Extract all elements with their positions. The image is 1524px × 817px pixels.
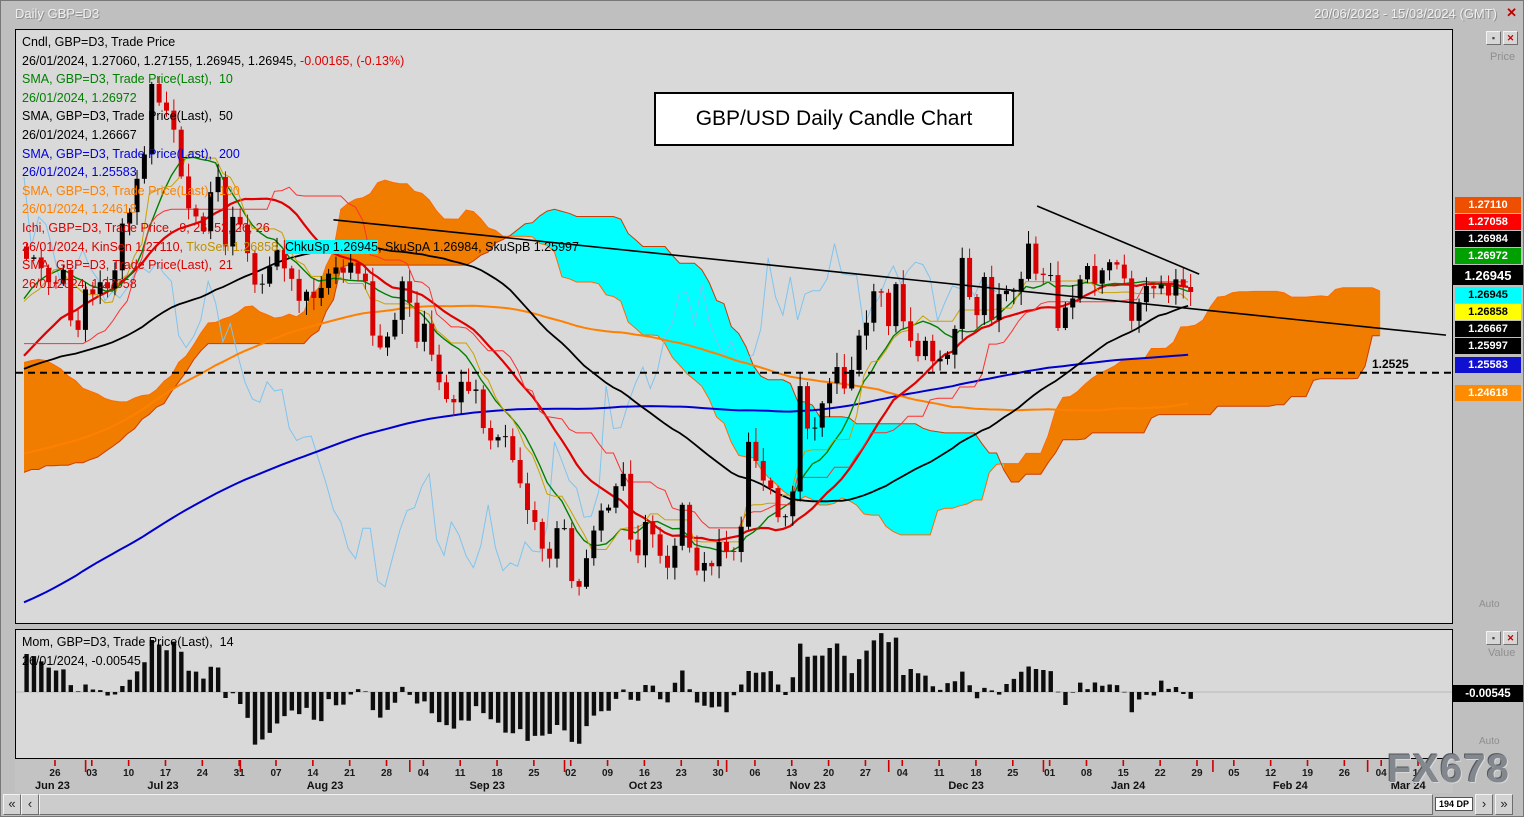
svg-text:10: 10 [123, 768, 135, 779]
svg-text:18: 18 [970, 768, 982, 779]
svg-text:11: 11 [1413, 768, 1424, 779]
svg-text:21: 21 [344, 768, 356, 779]
momentum-pane-close-button[interactable]: ✕ [1503, 631, 1518, 645]
momentum-pane: Mom, GBP=D3, Trade Price(Last), 14 26/01/… [15, 629, 1453, 759]
price-label: 1.26984 [1455, 231, 1521, 247]
chart-title-box: GBP/USD Daily Candle Chart [654, 92, 1014, 146]
svg-text:07: 07 [270, 768, 282, 779]
price-label: 1.26945 [1455, 287, 1521, 303]
svg-text:16: 16 [639, 768, 651, 779]
svg-text:04: 04 [418, 768, 430, 779]
price-label: 1.27110 [1455, 197, 1521, 213]
time-axis: 26 03 10 17 24 31 07 14 21 28 04 11 18 25 02 09 16 23 30 06… [15, 758, 1453, 793]
svg-text:1.2525: 1.2525 [1372, 357, 1409, 371]
svg-text:Jul 23: Jul 23 [147, 780, 178, 792]
svg-text:23: 23 [676, 768, 688, 779]
svg-text:12: 12 [1265, 768, 1277, 779]
title-bar: Daily GBP=D3 20/06/2023 - 15/03/2024 (GM… [1, 1, 1523, 28]
scroll-left-button[interactable]: ‹ [21, 794, 39, 815]
svg-text:20: 20 [823, 768, 835, 779]
svg-text:26: 26 [1339, 768, 1351, 779]
svg-text:22: 22 [1155, 768, 1167, 779]
svg-text:19: 19 [1302, 768, 1314, 779]
scrollbar-track[interactable] [39, 794, 1433, 815]
price-label: 1.26858 [1455, 304, 1521, 320]
svg-text:Mar 24: Mar 24 [1391, 780, 1427, 792]
scroll-far-right-button[interactable]: » [1495, 794, 1513, 815]
datapoint-count-label: 194 DP [1435, 797, 1473, 811]
svg-text:30: 30 [713, 768, 725, 779]
svg-text:17: 17 [160, 768, 172, 779]
momentum-value-badge: -0.00545 [1453, 685, 1523, 702]
svg-text:05: 05 [1228, 768, 1240, 779]
svg-text:24: 24 [197, 768, 209, 779]
main-pane-close-button[interactable]: ✕ [1503, 31, 1518, 45]
date-range-label: 20/06/2023 - 15/03/2024 (GMT) [1314, 6, 1497, 21]
price-label: 1.26667 [1455, 321, 1521, 337]
svg-text:Jun 23: Jun 23 [35, 780, 70, 792]
svg-text:04: 04 [897, 768, 909, 779]
svg-text:15: 15 [1118, 768, 1130, 779]
svg-text:04: 04 [1376, 768, 1388, 779]
svg-text:Aug 23: Aug 23 [307, 780, 344, 792]
svg-text:08: 08 [1081, 768, 1093, 779]
price-label: 1.24618 [1455, 385, 1521, 401]
momentum-pane-minimize-button[interactable]: ▪ [1486, 631, 1501, 645]
chart-title-text: GBP/USD Daily Candle Chart [695, 107, 973, 130]
svg-text:31: 31 [234, 768, 246, 779]
main-pane-minimize-button[interactable]: ▪ [1486, 31, 1501, 45]
value-axis-title: Value [1488, 647, 1516, 659]
price-chart-canvas[interactable]: 1.2525 [16, 30, 1452, 623]
svg-text:06: 06 [749, 768, 761, 779]
scroll-far-left-button[interactable]: « [3, 794, 21, 815]
price-chart-pane: 1.2525 Cndl, GBP=D3, Trade Price 26/01/20… [15, 29, 1453, 624]
price-label: 1.25997 [1455, 338, 1521, 354]
price-label: 1.27058 [1455, 214, 1521, 230]
svg-text:Feb 24: Feb 24 [1273, 780, 1309, 792]
svg-text:18: 18 [491, 768, 503, 779]
svg-text:01: 01 [1044, 768, 1056, 779]
svg-text:Oct 23: Oct 23 [629, 780, 663, 792]
svg-text:29: 29 [1191, 768, 1203, 779]
svg-text:11: 11 [455, 768, 466, 779]
svg-text:09: 09 [602, 768, 614, 779]
momentum-canvas[interactable] [16, 630, 1452, 758]
svg-text:25: 25 [1007, 768, 1019, 779]
svg-text:14: 14 [307, 768, 319, 779]
main-autoscale-label[interactable]: Auto [1479, 599, 1500, 610]
price-axis-title: Price [1490, 51, 1516, 63]
scroll-right-button[interactable]: › [1475, 794, 1493, 815]
svg-text:11: 11 [934, 768, 945, 779]
svg-text:Nov 23: Nov 23 [790, 780, 826, 792]
price-label: 1.26972 [1455, 248, 1521, 264]
price-label: 1.26945 [1453, 265, 1523, 285]
svg-text:28: 28 [381, 768, 393, 779]
svg-text:Dec 23: Dec 23 [948, 780, 983, 792]
svg-text:27: 27 [860, 768, 872, 779]
window-close-icon[interactable]: ✕ [1506, 5, 1517, 20]
svg-text:26: 26 [49, 768, 61, 779]
price-label: 1.25583 [1455, 357, 1521, 373]
window-title: Daily GBP=D3 [15, 6, 100, 21]
horizontal-scrollbar: « ‹ 194 DP › » [3, 794, 1523, 815]
svg-text:13: 13 [786, 768, 798, 779]
svg-text:Jan 24: Jan 24 [1111, 780, 1146, 792]
svg-text:03: 03 [86, 768, 98, 779]
svg-text:02: 02 [565, 768, 577, 779]
price-axis-labels: 1.27110 1.27058 1.26984 1.26972 1.26945 1.269… [1453, 1, 1523, 761]
svg-text:25: 25 [528, 768, 540, 779]
svg-text:Sep 23: Sep 23 [469, 780, 504, 792]
momentum-autoscale-label[interactable]: Auto [1479, 736, 1500, 747]
